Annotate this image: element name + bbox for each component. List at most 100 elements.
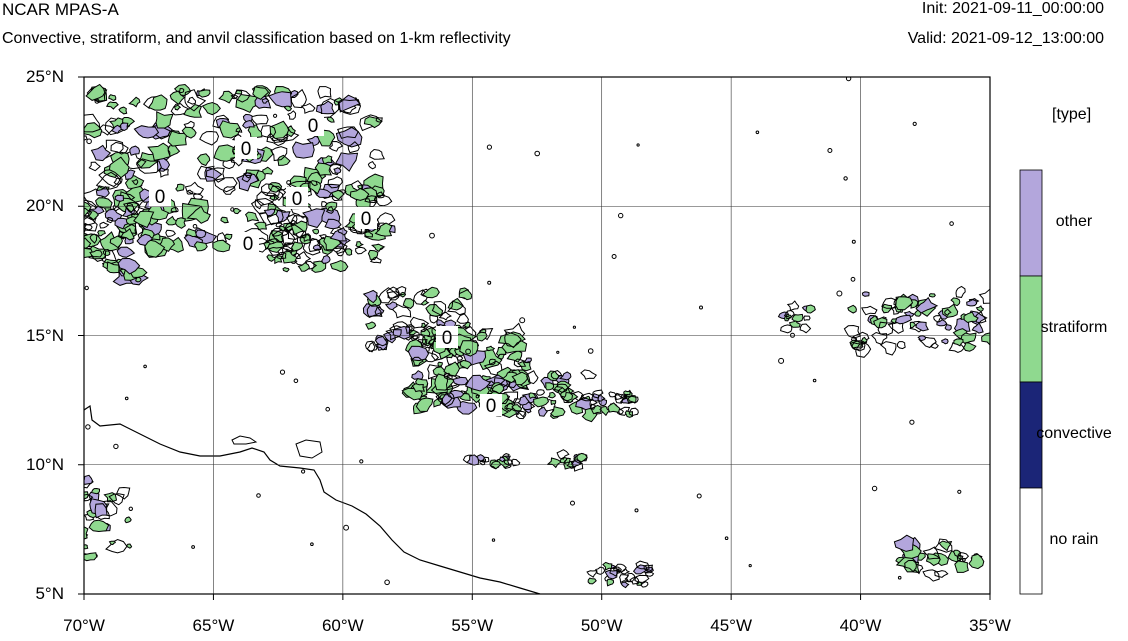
- precip-cell: [619, 574, 630, 584]
- precip-cell: [173, 104, 182, 111]
- precip-cell: [925, 553, 941, 567]
- precip-cell: [325, 206, 334, 214]
- precip-cell: [213, 144, 239, 162]
- precip-cell: [915, 296, 939, 314]
- precip-cell: [803, 315, 811, 321]
- precip-cell: [84, 216, 98, 232]
- contour-label: 0: [308, 116, 319, 137]
- precip-cell: [384, 579, 390, 586]
- precip-cell: [218, 90, 234, 104]
- precip-cell: [213, 177, 238, 193]
- precip-cell: [301, 469, 306, 474]
- precip-cell: [435, 391, 455, 408]
- precip-cell: [861, 291, 870, 297]
- precip-cell: [545, 382, 555, 391]
- precip-cell: [366, 303, 383, 319]
- precip-cell: [954, 560, 969, 573]
- precip-cell: [270, 146, 288, 162]
- precip-cell: [547, 391, 556, 399]
- precip-cell: [178, 88, 185, 94]
- precip-cell: [962, 557, 966, 562]
- precip-cell: [836, 290, 843, 297]
- precip-cell: [443, 372, 453, 380]
- precip-cell: [409, 316, 430, 329]
- precip-cell: [549, 406, 566, 418]
- precip-cell: [186, 189, 194, 195]
- precip-cell: [968, 553, 985, 570]
- precip-cell: [487, 280, 492, 285]
- precip-cell: [599, 405, 611, 417]
- precip-cell: [553, 383, 569, 394]
- precip-cell: [273, 255, 283, 265]
- precip-cell: [394, 285, 407, 296]
- precip-cell: [124, 396, 129, 401]
- precip-cell: [456, 313, 469, 324]
- precip-cell: [791, 313, 804, 323]
- precip-cell: [86, 138, 92, 145]
- precip-cell: [355, 241, 364, 248]
- precip-cell: [519, 317, 526, 324]
- precip-cell: [956, 555, 964, 562]
- precip-cell: [114, 194, 125, 202]
- precip-cell: [513, 358, 527, 368]
- lat-label: 20°N: [26, 196, 64, 216]
- precip-cell: [249, 114, 269, 125]
- precip-cell: [491, 383, 505, 395]
- precip-cell: [452, 376, 469, 386]
- precip-cell: [135, 276, 142, 283]
- precip-cell: [402, 298, 415, 309]
- contour-label: 0: [155, 187, 166, 208]
- precip-cell: [265, 185, 287, 202]
- precip-cell: [572, 325, 577, 329]
- precip-cell: [347, 141, 360, 154]
- precip-cell: [376, 191, 386, 199]
- precip-cell: [640, 581, 649, 588]
- precip-cell: [415, 397, 434, 412]
- precip-cell: [366, 340, 378, 352]
- precip-cell: [464, 374, 492, 392]
- precip-cell: [337, 226, 348, 236]
- precip-cell: [324, 218, 342, 230]
- valid-time: Valid: 2021-09-12_13:00:00: [907, 30, 1104, 47]
- precip-cell: [458, 289, 473, 301]
- precip-cell: [144, 239, 166, 258]
- precip-cell: [95, 197, 113, 209]
- precip-cell: [147, 142, 171, 161]
- precip-cell: [192, 224, 198, 229]
- precip-cell: [385, 329, 402, 341]
- precip-cell: [128, 506, 134, 511]
- precip-cell: [90, 487, 100, 495]
- contour-labels: 0 0 0 0 0 0 0 0: [149, 114, 502, 417]
- precip-cell: [922, 569, 940, 582]
- precip-cell: [606, 578, 615, 587]
- precip-cell: [320, 97, 341, 119]
- precip-cell: [917, 335, 927, 342]
- precip-cell: [321, 254, 331, 264]
- precip-cell: [421, 286, 440, 299]
- precip-cell: [912, 121, 917, 127]
- precip-cell: [315, 100, 336, 115]
- precip-cell: [930, 342, 939, 349]
- precip-cell: [511, 404, 523, 412]
- precip-cell: [536, 389, 545, 396]
- precip-cell: [491, 538, 496, 542]
- precip-cell: [365, 321, 377, 330]
- precip-cell: [193, 241, 208, 252]
- precip-cell: [105, 538, 128, 554]
- precip-cell: [618, 212, 624, 219]
- precip-cell: [556, 449, 570, 460]
- precip-cell: [538, 406, 548, 417]
- precip-cell: [812, 378, 817, 383]
- precip-cell: [755, 130, 760, 135]
- precip-cell: [614, 394, 622, 400]
- precip-cell: [186, 205, 211, 224]
- legend-swatch: [1019, 487, 1043, 595]
- precip-cell: [881, 297, 897, 309]
- precip-cell: [445, 375, 463, 391]
- precip-cell: [260, 183, 281, 197]
- lat-label: 25°N: [26, 67, 64, 86]
- contour-label: 0: [241, 139, 252, 160]
- precip-cell: [364, 230, 374, 238]
- precip-cell: [915, 321, 929, 332]
- precip-cell: [609, 567, 620, 577]
